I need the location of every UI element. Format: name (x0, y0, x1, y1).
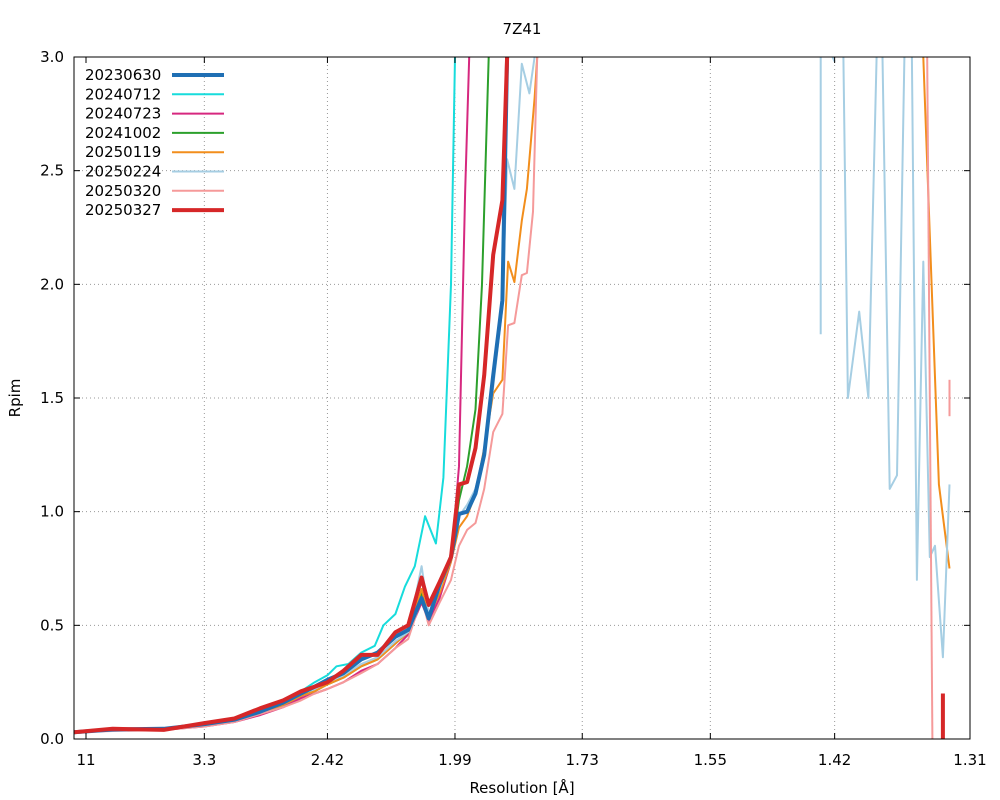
legend-label: 20240723 (85, 105, 161, 123)
axes: 0.0 0.5 1.0 1.5 2.0 2.5 3.0 11 3.3 2.42 1.99 1.73 1.… (40, 48, 987, 769)
x-tick-label: 1.99 (438, 751, 471, 769)
x-tick-label: 1.42 (818, 751, 851, 769)
grid (74, 57, 970, 739)
series-line-20250327 (74, 57, 510, 735)
x-tick-label: 1.73 (566, 751, 599, 769)
series-lines (74, 57, 951, 739)
chart-title: 7Z41 (503, 20, 542, 38)
y-tick-label: 0.0 (40, 730, 64, 748)
x-tick-label: 1.55 (694, 751, 727, 769)
series-line-20250224 (842, 57, 878, 399)
legend-label: 20250327 (85, 201, 161, 219)
series-line-20250224 (910, 57, 951, 659)
legend-label: 20250224 (85, 163, 161, 181)
y-tick-label: 3.0 (40, 48, 64, 66)
x-axis-label: Resolution [Å] (469, 778, 574, 797)
legend-label: 20240712 (85, 85, 161, 103)
y-tick-label: 0.5 (40, 616, 64, 634)
x-tick-label: 1.31 (953, 751, 986, 769)
x-tick-label: 2.42 (311, 751, 344, 769)
series-line-20250224 (881, 57, 906, 490)
legend-label: 20230630 (85, 66, 161, 84)
legend-label: 20250119 (85, 143, 161, 161)
y-tick-label: 2.5 (40, 162, 64, 180)
y-tick-label: 2.0 (40, 275, 64, 293)
y-tick-label: 1.5 (40, 389, 64, 407)
series-line-20250320 (926, 57, 934, 739)
x-tick-label: 3.3 (192, 751, 216, 769)
y-tick-label: 1.0 (40, 503, 64, 521)
y-axis-label: Rpim (6, 379, 24, 418)
x-tick-label: 11 (76, 751, 95, 769)
legend-label: 20250320 (85, 182, 161, 200)
legend-label: 20241002 (85, 124, 161, 142)
